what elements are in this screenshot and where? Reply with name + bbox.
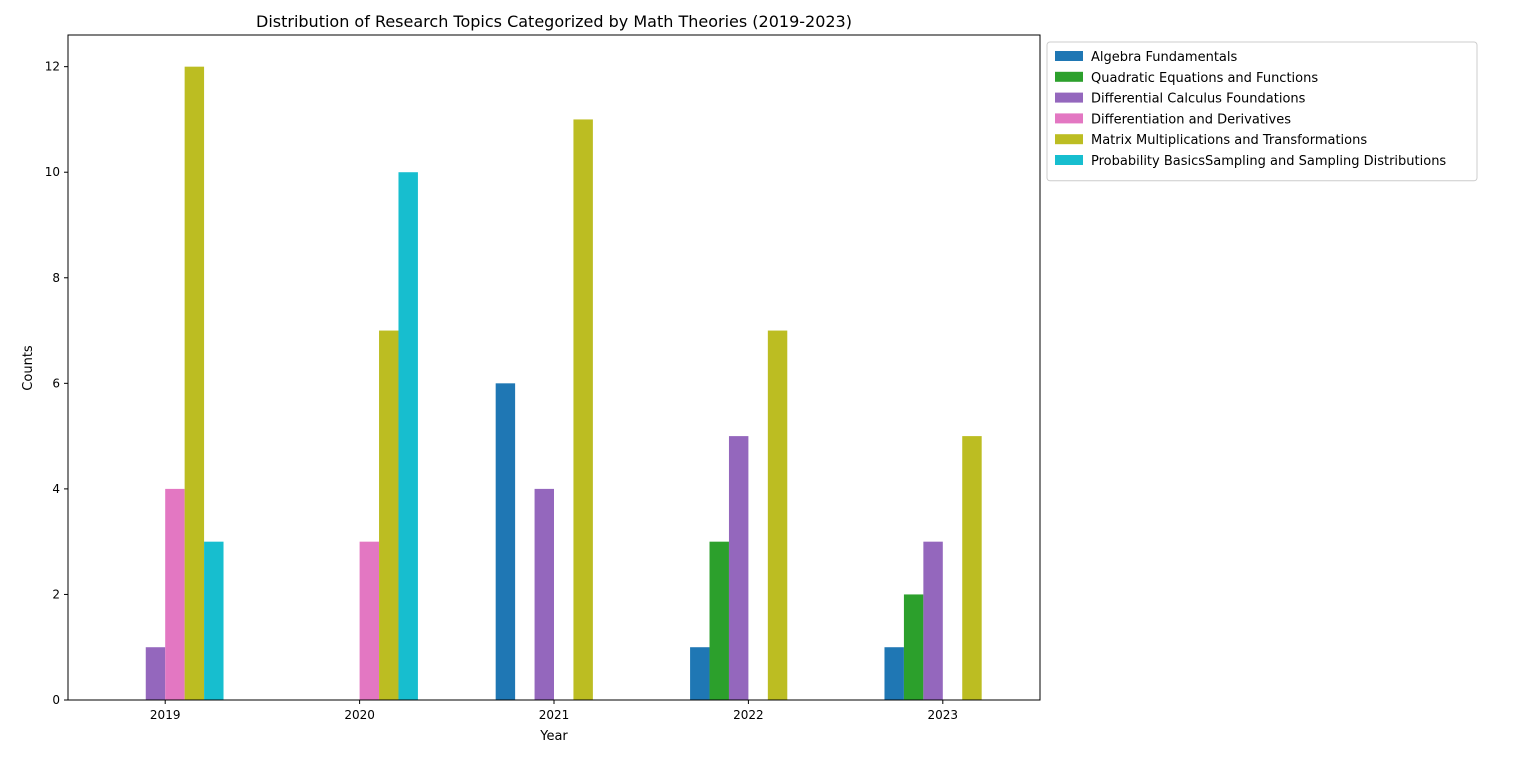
bar [204, 541, 224, 700]
bar [903, 594, 924, 700]
y-tick-label: 10 [45, 165, 60, 179]
legend-label: Matrix Multiplications and Transformatio… [1091, 133, 1367, 148]
x-tick-label: 2022 [733, 708, 764, 722]
legend-label: Differentiation and Derivatives [1091, 112, 1291, 127]
legend-swatch [1055, 71, 1083, 82]
y-tick-label: 2 [52, 587, 60, 601]
chart-title: Distribution of Research Topics Categori… [256, 12, 852, 31]
x-tick-label: 2020 [344, 708, 375, 722]
bar [398, 172, 418, 701]
y-tick-label: 0 [52, 693, 60, 707]
y-tick-label: 8 [52, 271, 60, 285]
bar [884, 647, 904, 700]
legend-swatch [1055, 134, 1083, 145]
bar [534, 488, 554, 700]
x-tick-label: 2021 [539, 708, 570, 722]
y-tick-label: 12 [45, 60, 60, 74]
y-axis-label: Counts [21, 345, 36, 391]
bar [767, 330, 788, 700]
legend-swatch [1055, 92, 1083, 103]
bar [709, 541, 729, 700]
legend-swatch [1055, 155, 1083, 165]
x-tick-label: 2019 [150, 708, 181, 722]
legend-box [1046, 41, 1478, 182]
bar [495, 383, 516, 700]
bar [359, 541, 380, 700]
x-tick-label: 2023 [928, 708, 959, 722]
bar [165, 488, 185, 700]
legend: Algebra Fundamentals Quadratic Equations … [1046, 41, 1478, 182]
legend-swatch [1055, 51, 1083, 61]
bar [184, 66, 205, 701]
legend-label: Quadratic Equations and Functions [1091, 71, 1318, 86]
legend-label: Algebra Fundamentals [1091, 50, 1237, 65]
y-tick-label: 4 [52, 482, 60, 496]
bar [573, 119, 593, 700]
y-tick-label: 6 [52, 376, 60, 390]
legend-swatch [1055, 113, 1083, 124]
bar [690, 647, 710, 700]
bar [923, 541, 943, 700]
bar [145, 647, 166, 700]
bar [962, 436, 982, 700]
bar [728, 436, 749, 700]
legend-label: Differential Calculus Foundations [1091, 92, 1306, 107]
plot-area: 2019 2020 2021 2022 2023 0 2 4 6 8 10 12 [45, 34, 1041, 722]
legend-label: Probability BasicsSampling and Sampling … [1091, 154, 1446, 169]
x-axis-label: Year [539, 729, 568, 744]
bar [379, 330, 399, 700]
